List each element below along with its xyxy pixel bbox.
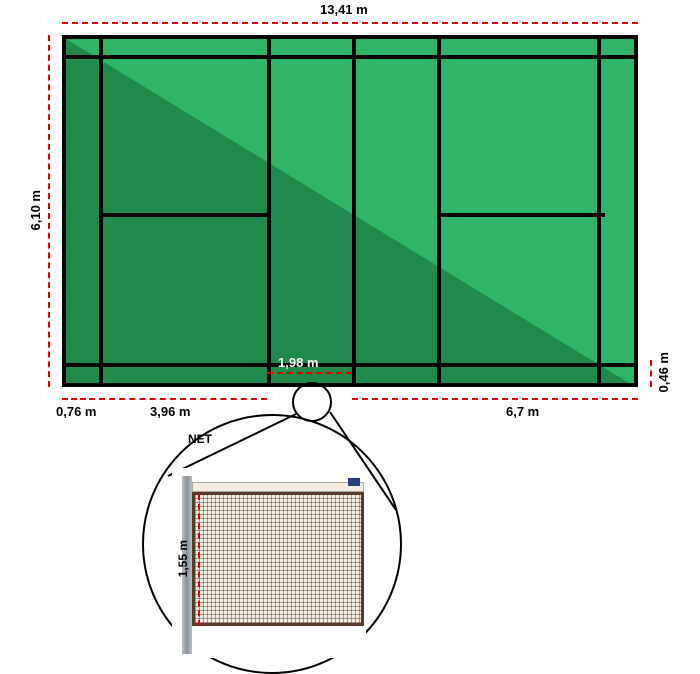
net-mesh — [192, 492, 364, 626]
dim-net-height — [198, 494, 200, 626]
diagram-root: 13,41 m 6,10 m 0,76 m 3,96 m 1, — [0, 0, 700, 666]
label-net-height: 1,55 m — [176, 540, 190, 577]
net-tag — [348, 478, 360, 486]
net-top-band — [192, 482, 364, 492]
net-detail — [172, 468, 366, 658]
